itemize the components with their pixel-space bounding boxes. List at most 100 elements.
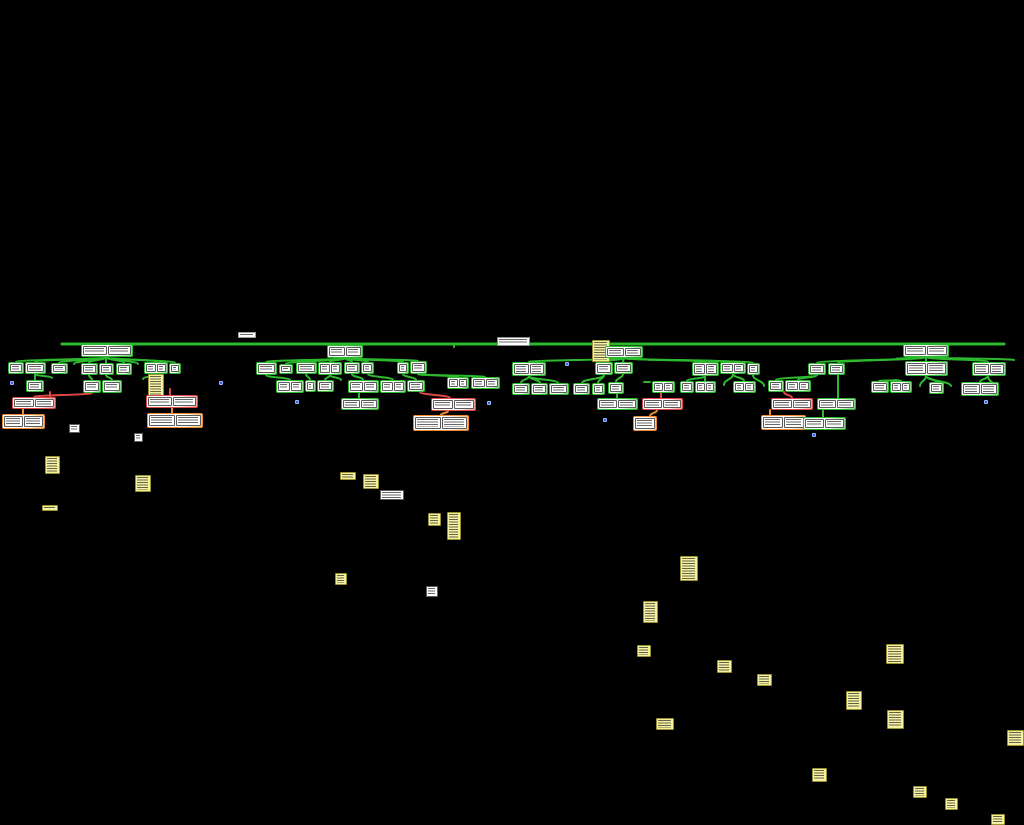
topic-cell[interactable] (694, 364, 705, 374)
topic-group-node[interactable] (905, 361, 948, 376)
topic-cell[interactable] (931, 384, 942, 392)
topic-cell[interactable] (83, 365, 96, 373)
sticky-note-node[interactable] (135, 475, 151, 492)
topic-group-node[interactable] (348, 380, 379, 393)
topic-cell[interactable] (281, 366, 291, 372)
sticky-note-node[interactable] (886, 644, 904, 664)
topic-cell[interactable] (733, 364, 744, 372)
sticky-note-node[interactable] (637, 645, 651, 657)
topic-group-node[interactable] (817, 398, 856, 410)
topic-cell[interactable] (329, 347, 345, 356)
topic-cell[interactable] (415, 417, 441, 429)
topic-group-node[interactable] (51, 363, 68, 374)
topic-group-node[interactable] (81, 344, 133, 357)
topic-cell[interactable] (770, 382, 782, 390)
topic-group-node[interactable] (447, 377, 469, 389)
topic-cell[interactable] (663, 400, 681, 408)
topic-group-node[interactable] (296, 362, 317, 374)
topic-group-node[interactable] (808, 363, 826, 375)
topic-cell[interactable] (763, 417, 783, 428)
topic-group-node[interactable] (605, 346, 643, 358)
topic-group-node[interactable] (341, 398, 379, 410)
topic-cell[interactable] (927, 363, 946, 374)
topic-cell[interactable] (107, 346, 131, 355)
topic-group-node[interactable] (471, 377, 500, 389)
topic-group-node[interactable] (397, 362, 409, 374)
topic-cell[interactable] (529, 364, 544, 374)
topic-cell[interactable] (773, 400, 792, 408)
topic-cell[interactable] (28, 382, 42, 390)
topic-group-node[interactable] (305, 380, 316, 392)
warning-group-node[interactable] (633, 416, 657, 431)
topic-group-node[interactable] (614, 362, 633, 374)
topic-group-node[interactable] (573, 383, 590, 395)
topic-cell[interactable] (258, 364, 275, 373)
sticky-note-node[interactable] (335, 573, 347, 585)
topic-cell[interactable] (27, 364, 44, 372)
sticky-note-node[interactable] (945, 798, 958, 810)
topic-cell[interactable] (533, 385, 546, 393)
topic-group-node[interactable] (26, 380, 44, 392)
topic-cell[interactable] (412, 363, 425, 372)
topic-cell[interactable] (706, 383, 714, 391)
topic-cell[interactable] (382, 382, 393, 391)
warning-group-node[interactable] (413, 415, 469, 431)
link-icon[interactable] (487, 401, 491, 405)
topic-group-node[interactable] (344, 362, 360, 374)
link-icon[interactable] (603, 418, 607, 422)
topic-cell[interactable] (433, 400, 453, 409)
topic-cell[interactable] (350, 382, 363, 391)
topic-cell[interactable] (360, 400, 377, 408)
sticky-note-node[interactable] (340, 472, 356, 480)
topic-group-node[interactable] (25, 362, 46, 374)
sticky-note-node[interactable] (913, 786, 927, 798)
topic-cell[interactable] (654, 383, 663, 391)
link-icon[interactable] (219, 381, 223, 385)
topic-cell[interactable] (825, 419, 844, 428)
topic-group-node[interactable] (871, 381, 889, 393)
topic-cell[interactable] (363, 364, 372, 372)
topic-node[interactable] (134, 433, 143, 442)
topic-group-node[interactable] (361, 362, 374, 374)
topic-group-node[interactable] (407, 380, 425, 392)
topic-group-node[interactable] (169, 363, 181, 374)
topic-cell[interactable] (575, 385, 588, 393)
topic-cell[interactable] (597, 364, 611, 373)
topic-cell[interactable] (926, 346, 947, 355)
sticky-note-node[interactable] (643, 601, 658, 623)
topic-cell[interactable] (278, 382, 290, 391)
topic-group-node[interactable] (608, 382, 624, 394)
sticky-note-node[interactable] (717, 660, 732, 673)
topic-group-node[interactable] (903, 344, 949, 357)
sticky-note-node[interactable] (887, 710, 904, 729)
topic-cell[interactable] (551, 385, 567, 393)
topic-group-node[interactable] (531, 383, 548, 395)
sticky-note-node[interactable] (846, 691, 862, 710)
topic-cell[interactable] (454, 400, 474, 409)
topic-cell[interactable] (792, 400, 811, 408)
topic-group-node[interactable] (747, 363, 760, 375)
topic-cell[interactable] (298, 364, 315, 372)
topic-cell[interactable] (830, 365, 843, 373)
topic-group-node[interactable] (785, 380, 811, 392)
topic-group-node[interactable] (597, 398, 638, 410)
topic-cell[interactable] (319, 382, 332, 390)
topic-node[interactable] (69, 424, 80, 433)
topic-cell[interactable] (171, 365, 179, 372)
topic-cell[interactable] (735, 383, 744, 391)
topic-cell[interactable] (441, 417, 467, 429)
topic-cell[interactable] (745, 383, 754, 391)
topic-cell[interactable] (873, 383, 887, 391)
topic-cell[interactable] (364, 382, 377, 391)
link-icon[interactable] (812, 433, 816, 437)
topic-node[interactable] (426, 586, 438, 597)
warning-group-node[interactable] (147, 413, 203, 428)
alert-group-node[interactable] (642, 398, 683, 410)
topic-cell[interactable] (682, 383, 692, 391)
sticky-note-node[interactable] (656, 718, 674, 730)
topic-group-node[interactable] (327, 345, 363, 358)
link-icon[interactable] (565, 362, 569, 366)
link-icon[interactable] (984, 400, 988, 404)
topic-group-node[interactable] (279, 364, 293, 374)
topic-group-node[interactable] (116, 363, 132, 375)
